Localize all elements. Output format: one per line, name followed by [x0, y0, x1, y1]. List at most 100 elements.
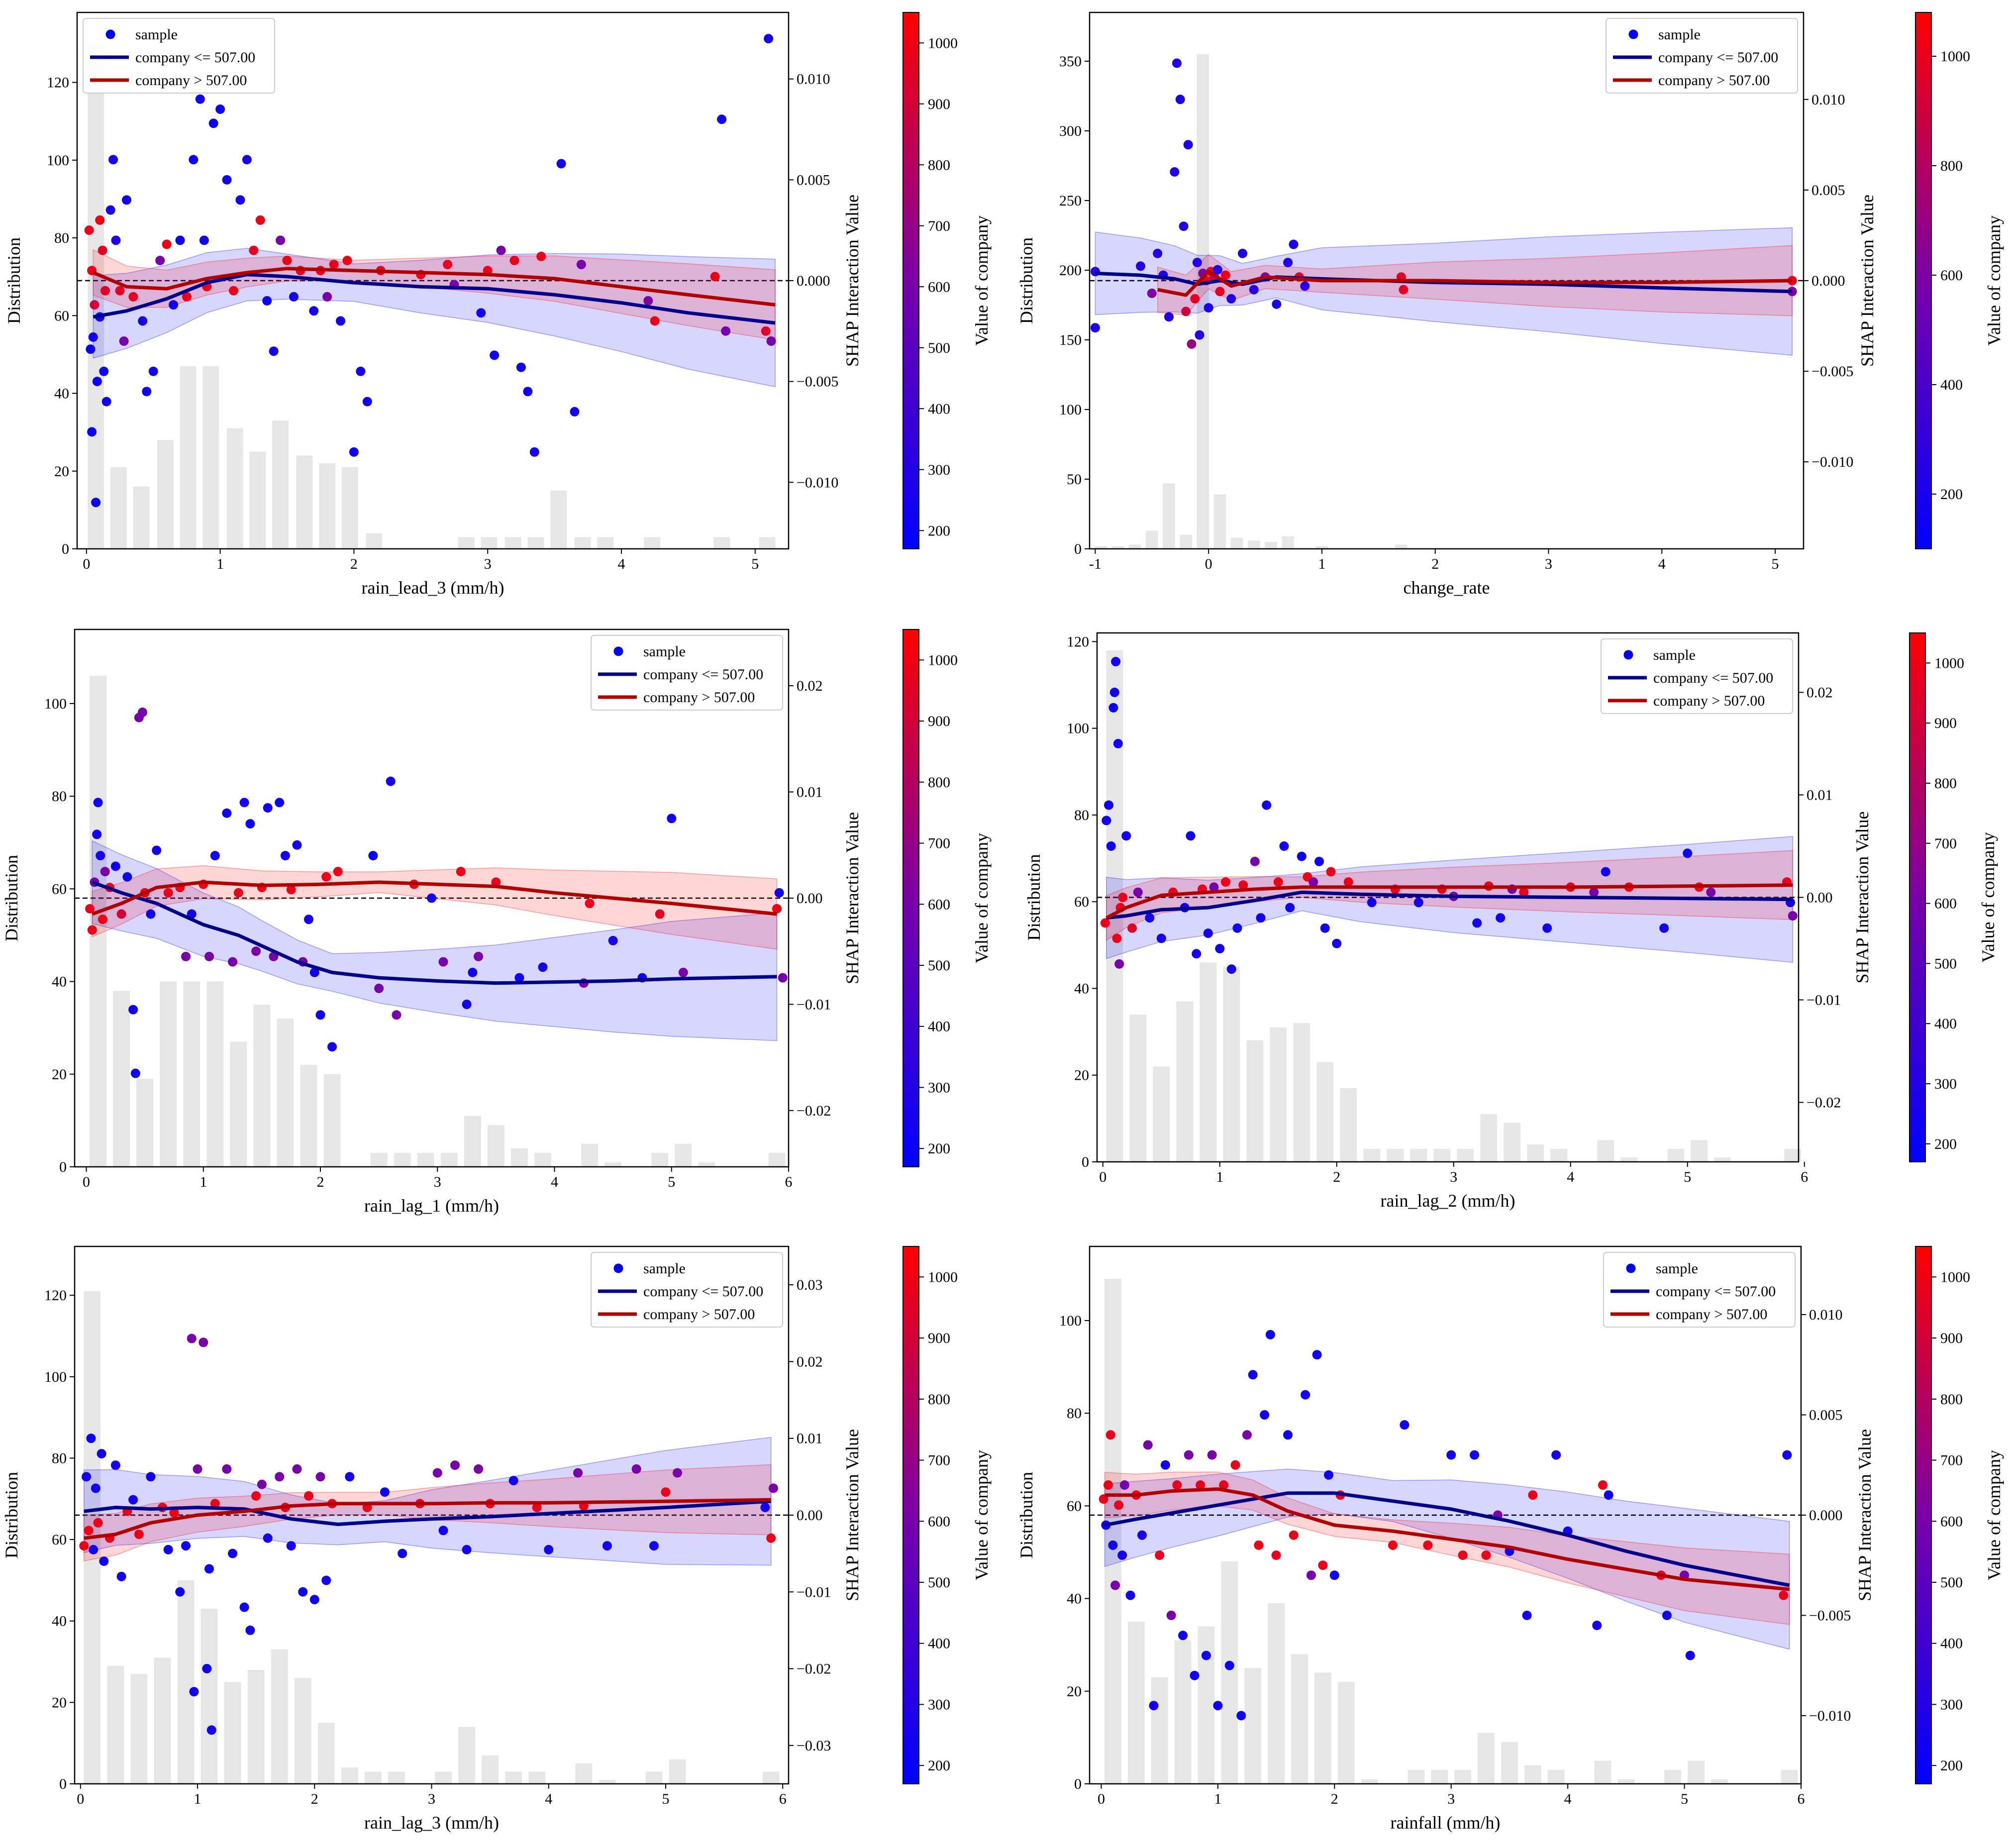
x-tick-label: 6 — [1801, 1169, 1808, 1185]
sample-point — [1470, 1450, 1480, 1460]
x-tick-label: 2 — [1333, 1169, 1340, 1185]
sample-point — [1289, 1530, 1299, 1540]
hist-bar — [1315, 546, 1328, 549]
hist-bar — [88, 43, 104, 549]
hist-bar — [1105, 1279, 1121, 1784]
sample-point — [1496, 913, 1506, 923]
hist-bar — [388, 1771, 405, 1784]
sample-point — [138, 316, 148, 326]
sample-point — [99, 1556, 109, 1566]
sample-point — [275, 1472, 285, 1482]
sample-point — [1213, 1701, 1223, 1711]
fit-line-low — [84, 1499, 771, 1526]
y-tick-label: 0 — [1074, 541, 1082, 557]
hist-bar — [1268, 1603, 1285, 1784]
y-tick-label: 100 — [44, 696, 67, 712]
hist-bar — [599, 1779, 616, 1784]
fit-line-high — [1157, 270, 1793, 297]
y-axis-label: Distribution — [1, 1472, 21, 1558]
hist-bar — [1247, 540, 1260, 549]
y-tick-label: 80 — [52, 788, 67, 805]
y-tick-label: 60 — [1067, 1498, 1082, 1514]
sample-point — [115, 286, 125, 296]
sample-point — [462, 999, 472, 1009]
hist-bar — [1095, 546, 1107, 549]
sample-point — [206, 1725, 216, 1735]
legend-box — [1603, 1252, 1796, 1328]
sample-point — [643, 296, 653, 306]
sample-point — [427, 893, 436, 903]
hist-bar — [1781, 1770, 1798, 1784]
sample-point — [1153, 248, 1163, 258]
sample-point — [398, 1548, 407, 1558]
x-axis-label: rain_lag_1 (mm/h) — [364, 1196, 499, 1216]
hist-bar — [272, 420, 289, 549]
sample-point — [116, 909, 126, 919]
sample-point — [474, 1464, 484, 1474]
legend-label: company <= 507.00 — [1653, 670, 1773, 686]
sample-point — [1683, 848, 1693, 858]
sample-point — [276, 235, 286, 245]
sample-point — [251, 946, 261, 956]
hist-bar — [1163, 483, 1175, 549]
legend-label: company > 507.00 — [1656, 1306, 1767, 1323]
sample-point — [1220, 270, 1230, 280]
y2-tick-label: −0.010 — [1809, 1708, 1851, 1724]
sample-point — [108, 155, 118, 165]
y-tick-label: 0 — [59, 1159, 67, 1175]
sample-point — [1160, 1460, 1170, 1470]
colorbar-tick-label: 500 — [1934, 955, 1957, 972]
sample-point — [215, 104, 225, 114]
y2-tick-label: 0.02 — [797, 678, 823, 694]
sample-point — [1192, 258, 1202, 268]
colorbar-tick-label: 900 — [928, 1330, 950, 1346]
sample-point — [1423, 1540, 1433, 1550]
sample-point — [87, 427, 97, 437]
colorbar-tick-label: 300 — [1940, 1696, 1963, 1713]
y2-tick-label: 0.010 — [1811, 92, 1845, 108]
sample-point — [356, 366, 366, 376]
hist-bar — [180, 366, 197, 549]
hist-bar — [1691, 1140, 1708, 1162]
legend-box — [1601, 638, 1793, 714]
legend-box — [591, 1252, 783, 1328]
sample-point — [242, 155, 252, 165]
sample-point — [538, 962, 548, 972]
sample-point — [137, 707, 147, 717]
fit-line-low — [93, 273, 776, 325]
sample-point — [257, 1479, 267, 1489]
sample-point — [516, 362, 526, 372]
colorbar-tick-label: 700 — [1940, 1452, 1963, 1469]
hist-bar — [464, 1116, 481, 1167]
hist-bar — [458, 537, 475, 549]
sample-point — [1143, 1440, 1153, 1450]
sample-point — [1662, 1610, 1672, 1620]
hist-bar — [1180, 535, 1192, 549]
sample-point — [210, 851, 220, 861]
sample-point — [764, 34, 774, 44]
fit-line-low — [1106, 890, 1793, 920]
sample-point — [374, 983, 384, 993]
legend-box — [591, 635, 783, 711]
hist-bar — [1223, 966, 1240, 1162]
sample-point — [130, 1068, 140, 1078]
y2-tick-label: 0.00 — [1807, 890, 1833, 906]
y2-tick-label: −0.010 — [1811, 454, 1853, 470]
hist-bar — [157, 440, 174, 549]
sample-point — [496, 245, 506, 255]
sample-point — [142, 387, 152, 397]
colorbar-tick-label: 700 — [1934, 835, 1957, 852]
sample-point — [148, 366, 158, 376]
sample-point — [1238, 880, 1248, 890]
sample-point — [93, 798, 103, 808]
subplot-4: 0 1 2 3 4 5 6020406080100120−0.02−0.010.000.01… — [1024, 632, 1998, 1211]
y2-tick-label: 0.00 — [797, 890, 823, 907]
colorbar-tick-label: 800 — [928, 774, 950, 791]
sample-point — [631, 1464, 641, 1474]
sample-point — [1184, 1450, 1194, 1460]
y-tick-label: 150 — [1059, 332, 1082, 348]
sample-point — [443, 260, 453, 270]
hist-bar — [154, 1657, 171, 1784]
sample-point — [432, 1468, 442, 1478]
subplot-2: -1 0 1 2 3 4 5050100150200250300350−0.010−0.00… — [1016, 11, 2004, 598]
